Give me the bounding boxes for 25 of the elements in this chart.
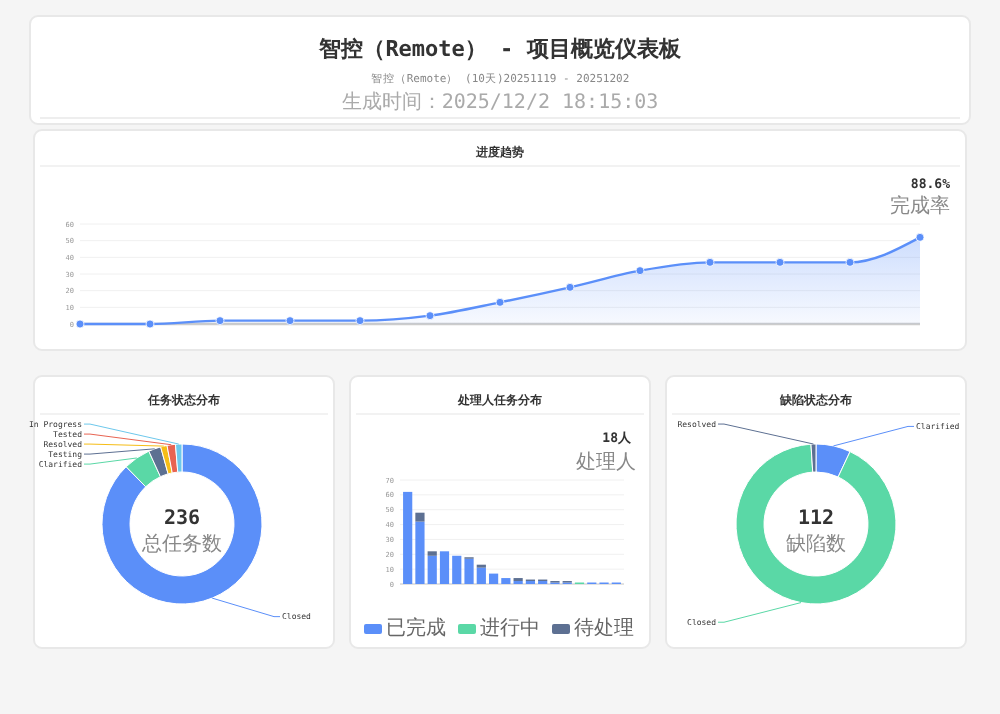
point xyxy=(425,311,435,321)
point xyxy=(215,316,225,326)
point xyxy=(145,319,155,329)
text: 112 xyxy=(797,508,835,530)
point xyxy=(635,266,645,276)
legend-label: 进行中 xyxy=(480,616,540,640)
legend-label: 已完成 xyxy=(386,616,446,640)
point xyxy=(705,257,715,267)
bar xyxy=(415,512,425,522)
point xyxy=(75,319,85,329)
point xyxy=(775,257,785,267)
point xyxy=(355,316,365,326)
text: 236 xyxy=(163,508,201,530)
text: 缺陷数 xyxy=(786,532,846,556)
point xyxy=(845,257,855,267)
point xyxy=(915,232,925,242)
text: 总任务数 xyxy=(140,532,222,556)
point xyxy=(565,282,575,292)
text: 完成率 xyxy=(890,194,950,218)
text: 生成时间：2025/12/2 18:15:03 xyxy=(341,90,659,114)
text: 处理人 xyxy=(576,450,636,474)
point xyxy=(285,316,295,326)
text: 智控（Remote） - 项目概览仪表板 xyxy=(317,36,683,62)
legend-label: 待处理 xyxy=(574,616,634,640)
point xyxy=(495,297,505,307)
